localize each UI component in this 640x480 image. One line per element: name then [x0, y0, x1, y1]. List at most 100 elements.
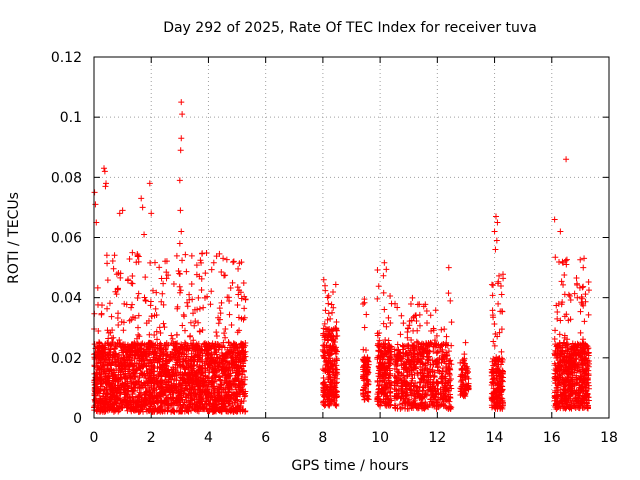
y-tick-label: 0.06: [51, 231, 82, 247]
data-point: [432, 307, 439, 314]
data-point: [447, 297, 454, 304]
data-point: [235, 314, 242, 321]
data-point: [176, 240, 183, 247]
data-point: [108, 335, 115, 342]
data-point: [322, 287, 329, 294]
data-point: [176, 177, 183, 184]
data-point: [147, 302, 154, 309]
axis-ticks: [93, 56, 610, 419]
data-point: [573, 275, 580, 282]
data-point: [574, 294, 581, 301]
data-point: [209, 340, 216, 347]
x-tick-label: 12: [428, 430, 446, 446]
data-point: [392, 386, 399, 393]
data-point: [104, 305, 111, 312]
data-point: [179, 111, 186, 118]
data-point: [423, 308, 430, 315]
data-point: [154, 336, 161, 343]
x-tick-label: 18: [600, 430, 618, 446]
data-point: [497, 283, 504, 290]
data-point: [325, 310, 332, 317]
data-point: [158, 275, 165, 282]
data-point: [230, 259, 237, 266]
data-point: [229, 279, 236, 286]
data-point: [363, 347, 370, 354]
data-point: [134, 295, 141, 302]
data-point: [213, 329, 220, 336]
data-point: [577, 329, 584, 336]
data-point: [427, 312, 434, 319]
data-point: [184, 303, 191, 310]
data-point: [375, 283, 382, 290]
data-point: [202, 270, 209, 277]
data-point: [104, 277, 111, 284]
data-point: [215, 320, 222, 327]
data-point: [361, 299, 368, 306]
data-point: [385, 337, 392, 344]
data-point: [104, 260, 111, 267]
data-point: [195, 294, 202, 301]
data-point: [585, 287, 592, 294]
data-point: [91, 189, 98, 196]
data-point: [181, 327, 188, 334]
data-point: [176, 283, 183, 290]
data-point: [198, 287, 205, 294]
data-point: [178, 135, 185, 142]
data-point: [156, 264, 163, 271]
data-point: [580, 283, 587, 290]
data-point: [494, 219, 501, 226]
data-point: [380, 289, 387, 296]
data-point: [556, 331, 563, 338]
data-point: [404, 325, 411, 332]
data-point: [153, 328, 160, 335]
data-point: [333, 319, 340, 326]
data-point: [218, 269, 225, 276]
data-point: [240, 381, 247, 388]
data-point: [360, 301, 367, 308]
data-point: [176, 289, 183, 296]
data-point: [577, 308, 584, 315]
data-point: [580, 264, 587, 271]
data-point: [332, 281, 339, 288]
data-point: [179, 322, 186, 329]
data-point: [360, 346, 367, 353]
data-point: [94, 284, 101, 291]
data-point: [141, 231, 148, 238]
data-point: [241, 305, 248, 312]
data-point: [551, 216, 558, 223]
data-point: [416, 311, 423, 318]
chart-title: Day 292 of 2025, Rate Of TEC Index for r…: [163, 20, 537, 36]
data-point: [197, 257, 204, 264]
data-point: [227, 284, 234, 291]
data-point: [98, 310, 105, 317]
data-point: [404, 328, 411, 335]
data-point: [445, 264, 452, 271]
data-point: [228, 322, 235, 329]
data-point: [492, 213, 499, 220]
data-point: [152, 305, 159, 312]
data-point: [448, 342, 455, 349]
data-point: [223, 256, 230, 263]
data-point: [123, 301, 130, 308]
data-point: [188, 280, 195, 287]
data-point: [101, 168, 108, 175]
data-point: [581, 318, 588, 325]
y-tick-label: 0.04: [51, 291, 82, 307]
data-point: [491, 342, 498, 349]
data-point: [240, 279, 247, 286]
data-points: [91, 99, 592, 415]
data-point: [234, 302, 241, 309]
data-point: [105, 329, 112, 336]
data-point: [135, 290, 142, 297]
data-point: [113, 291, 120, 298]
grid-lines: [94, 57, 609, 418]
data-point: [558, 278, 565, 285]
data-point: [148, 210, 155, 217]
data-point: [216, 305, 223, 312]
data-point: [116, 210, 123, 217]
data-point: [363, 311, 370, 318]
data-point: [92, 201, 99, 208]
data-point: [103, 180, 110, 187]
data-point: [148, 313, 155, 320]
data-point: [447, 357, 454, 364]
